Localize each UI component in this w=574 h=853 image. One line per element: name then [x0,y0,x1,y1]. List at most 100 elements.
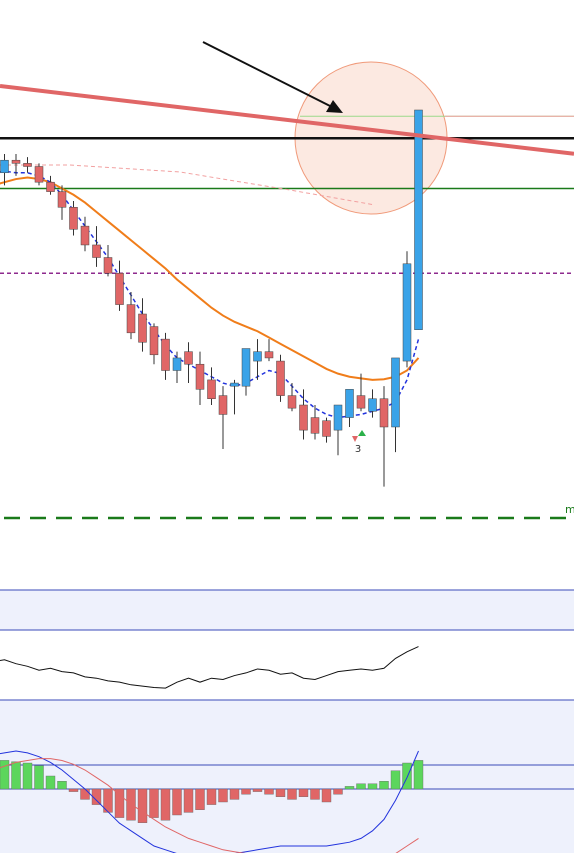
candle [138,298,147,352]
candle-body-down [276,360,285,396]
price-panel-bg [0,0,574,590]
candle [172,351,182,384]
macd-panel-bg [0,765,574,853]
candle [207,367,216,406]
candle-body-down [207,379,216,399]
candle-body-up [368,398,377,412]
histogram-bar-down [80,788,90,800]
candle-body-up [391,357,400,428]
candle [368,389,377,418]
candle [11,153,21,176]
histogram-bar-up [45,775,56,790]
candle [333,404,343,456]
candle-body-down [92,244,101,258]
candle [126,292,136,340]
candle [391,357,400,453]
histogram-bar-up [57,781,67,790]
candle [92,226,101,267]
candle [299,389,308,440]
candle [184,342,193,384]
histogram-bar-down [206,788,217,805]
histogram-bar-up [367,783,378,790]
candle [241,348,251,396]
histogram-bar-down [137,788,148,823]
annotation-arrow-head [326,100,343,113]
candle-body-down [287,395,297,409]
histogram-bar-down [321,788,332,803]
candle-body-down [161,338,170,371]
annotation-arrow-shaft [202,41,339,111]
candle [414,109,423,330]
candle-body-down [264,351,274,359]
histogram-bar-up [413,760,424,790]
histogram-bar-up [344,786,355,790]
histogram-bar-up [379,781,389,790]
candle [161,332,170,380]
candle-body-up [414,109,423,330]
candle [402,251,412,368]
macd-gap-bg [0,700,574,765]
candle-body-up [230,382,239,387]
candle [379,386,389,487]
candle [287,383,297,412]
rsi-panel-bg [0,630,574,700]
candle-body-down [103,257,113,274]
rsi-line [0,646,419,689]
candle-body-down [69,207,78,230]
candle [115,260,124,311]
candle [103,244,113,277]
histogram-bar-up [34,765,44,790]
resistance-trendline [0,84,574,156]
signal-line [0,758,419,853]
candle [345,389,354,427]
histogram-bar-down [310,788,320,800]
histogram-bar-up [11,761,21,790]
histogram-bar-down [68,788,79,792]
sell-signal-icon [352,436,358,442]
candle-body-down [23,163,32,167]
histogram-bar-down [183,788,194,813]
histogram-bar-down [264,788,274,795]
candle-body-down [57,191,67,208]
histogram-bar-down [91,788,102,805]
candle [264,339,274,362]
candle-body-down [356,395,366,409]
candle-body-down [11,159,21,164]
histogram-bar-down [160,788,171,821]
histogram-bar-up [0,760,10,790]
buy-signal-icon [358,430,366,436]
candle [322,417,331,443]
histogram-bar-down [333,788,343,795]
candle-body-down [322,420,331,437]
candle [80,216,90,252]
candle [253,339,262,380]
histogram-bar-down [114,788,125,818]
candle [57,185,67,220]
candle-body-up [345,389,354,418]
candle [34,163,44,186]
histogram-bar-down [275,788,286,798]
candle-body-up [172,357,182,371]
candle [276,354,285,402]
volume-panel-bg [0,590,574,630]
histogram-bar-down [218,788,228,803]
candle [23,157,32,173]
candle-body-up [333,404,343,431]
candle-body-down [184,351,193,365]
histogram-bar-up [22,762,33,790]
histogram-bar-down [298,788,309,798]
candle-body-up [402,263,412,362]
candle-body-down [126,304,136,334]
histogram-bar-up [390,770,401,790]
candle [149,323,159,365]
candle-body-up [0,159,9,174]
candle-body-up [253,351,262,362]
candle [0,153,9,186]
histogram-bar-down [252,788,263,792]
signal-count-label: 3 [355,444,361,455]
histogram-bar-down [287,788,297,800]
candle-body-down [299,404,308,431]
histogram-bar-down [149,788,159,818]
candle-body-down [138,313,147,343]
candle-body-up [241,348,251,387]
